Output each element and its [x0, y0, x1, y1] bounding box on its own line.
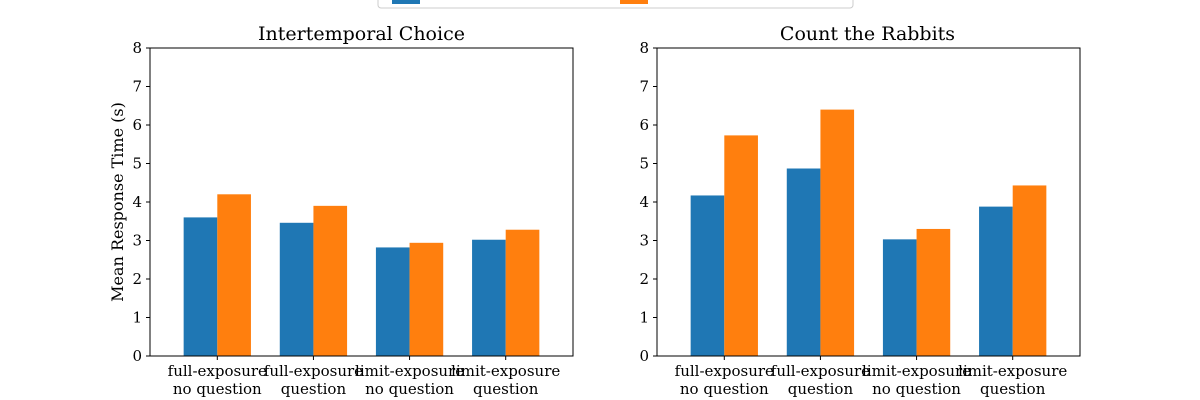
- y-tick-label: 4: [132, 193, 142, 211]
- legend-frame: [377, 0, 854, 9]
- x-tick-label: limit-exposure no question: [862, 362, 971, 398]
- chart-panel-intertemporal-choice: Intertemporal Choice Mean Response Time …: [108, 23, 574, 398]
- bar-series-1-cat-1: [313, 205, 348, 356]
- y-ticks: 0 1 2 3 4 5 6 7 8: [639, 39, 657, 365]
- bar-series-0-cat-3: [472, 239, 506, 356]
- bars-group: [183, 194, 540, 356]
- legend-swatch-b: [620, 0, 648, 4]
- bar-series-0-cat-2: [375, 247, 410, 356]
- y-axis-label: Mean Response Time (s): [108, 102, 127, 302]
- x-tick-label: limit-exposure no question: [355, 362, 464, 398]
- x-tick-label: full-exposure no question: [675, 362, 774, 398]
- x-tick-label: full-exposure question: [264, 362, 363, 398]
- bar-series-1-cat-2: [409, 242, 444, 356]
- bar-series-1-cat-1: [820, 109, 855, 356]
- chart-title: Intertemporal Choice: [258, 23, 465, 45]
- y-tick-label: 2: [132, 270, 142, 288]
- bar-series-1-cat-0: [724, 135, 758, 356]
- bar-series-1-cat-2: [916, 228, 951, 356]
- bar-series-0-cat-0: [690, 195, 725, 356]
- y-tick-label: 3: [132, 232, 142, 250]
- x-tick-label: full-exposure question: [771, 362, 870, 398]
- bar-series-0-cat-2: [882, 239, 917, 356]
- bar-series-0-cat-3: [979, 206, 1013, 356]
- legend: [377, 0, 854, 9]
- y-tick-label: 6: [639, 116, 649, 134]
- chart-panel-count-the-rabbits: Count the Rabbits 0 1 2 3 4 5 6 7 8 full-exposur…: [639, 23, 1081, 398]
- y-tick-label: 2: [639, 270, 649, 288]
- y-tick-label: 7: [639, 78, 649, 96]
- y-tick-label: 6: [132, 116, 142, 134]
- plot-frame: [656, 47, 1081, 357]
- y-tick-label: 1: [132, 309, 142, 327]
- y-tick-label: 1: [639, 309, 649, 327]
- y-tick-label: 3: [639, 232, 649, 250]
- y-ticks: 0 1 2 3 4 5 6 7 8: [132, 39, 150, 365]
- y-tick-label: 0: [639, 347, 649, 365]
- bar-series-0-cat-1: [279, 222, 314, 356]
- x-tick-label: limit-exposure question: [451, 362, 560, 398]
- bar-series-1-cat-3: [1012, 185, 1047, 356]
- bars-group: [690, 109, 1047, 356]
- x-tick-label: limit-exposure question: [958, 362, 1067, 398]
- legend-swatch-a: [392, 0, 420, 4]
- bar-series-1-cat-3: [505, 229, 540, 356]
- plot-frame: [149, 47, 574, 357]
- bar-series-0-cat-1: [786, 168, 821, 356]
- bar-series-0-cat-0: [183, 217, 218, 356]
- y-tick-label: 5: [639, 155, 649, 173]
- y-tick-label: 8: [639, 39, 649, 57]
- y-tick-label: 4: [639, 193, 649, 211]
- x-tick-label: full-exposure no question: [168, 362, 267, 398]
- y-tick-label: 0: [132, 347, 142, 365]
- y-tick-label: 5: [132, 155, 142, 173]
- y-tick-label: 7: [132, 78, 142, 96]
- y-tick-label: 8: [132, 39, 142, 57]
- bar-series-1-cat-0: [217, 194, 251, 356]
- chart-title: Count the Rabbits: [780, 23, 955, 45]
